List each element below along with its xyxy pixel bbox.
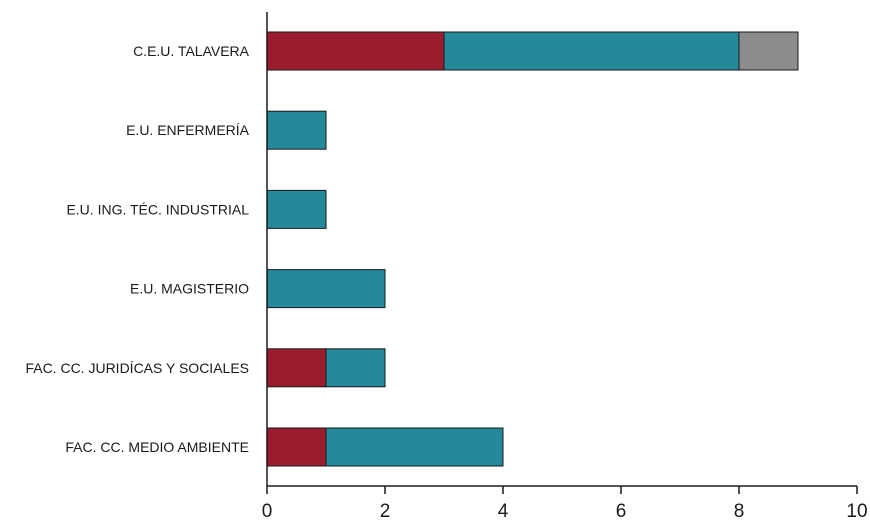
bar-segment-row1-series1 [266,110,327,150]
bar-segment-row0-series0 [266,31,445,71]
x-tick-label-1: 2 [380,501,391,522]
x-axis-ticks: 0 2 4 6 8 10 [262,486,868,522]
category-label-4: FAC. CC. JURIDÍCAS Y SOCIALES [25,360,249,376]
bar-segment-row5-series0 [266,427,327,467]
category-label-5: FAC. CC. MEDIO AMBIENTE [65,439,249,455]
bar-segment-row0-series2 [738,31,799,71]
category-label-1: E.U. ENFERMERÍA [126,122,250,138]
bar-segment-row5-series1 [325,427,504,467]
x-tick-label-5: 10 [846,501,867,522]
x-tick-label-2: 4 [498,501,509,522]
category-labels: C.E.U. TALAVERA E.U. ENFERMERÍA E.U. ING. … [25,43,249,455]
bar-segment-row0-series1 [443,31,740,71]
category-label-2: E.U. ING. TÉC. INDUSTRIAL [66,201,249,217]
x-tick-label-4: 8 [734,501,745,522]
bar-segment-row4-series1 [325,348,386,388]
x-tick-label-0: 0 [262,501,273,522]
category-label-3: E.U. MAGISTERIO [130,281,249,297]
bar-segment-row2-series1 [266,189,327,229]
bars [266,31,799,467]
bar-segment-row3-series1 [266,269,386,309]
category-label-0: C.E.U. TALAVERA [133,43,250,59]
bar-segment-row4-series0 [266,348,327,388]
x-tick-label-3: 6 [616,501,627,522]
